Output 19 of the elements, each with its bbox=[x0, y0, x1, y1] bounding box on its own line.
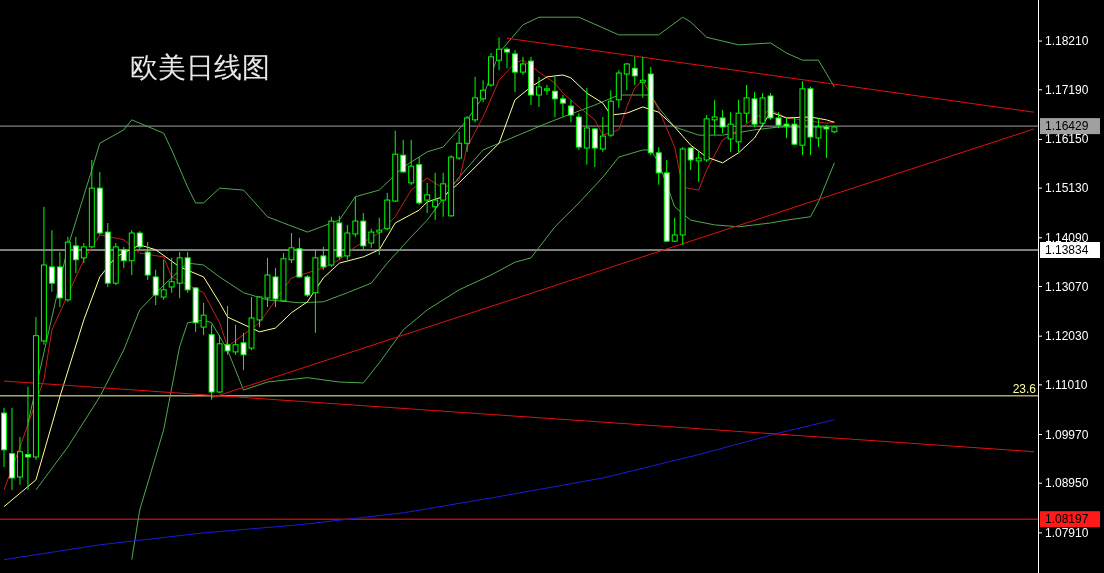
y-tick-label: 1.15130 bbox=[1045, 181, 1089, 196]
y-tick-label: 1.13070 bbox=[1045, 279, 1089, 294]
y-tick-label: 1.16150 bbox=[1045, 132, 1089, 147]
ref-label: 1.16429 bbox=[1040, 118, 1100, 135]
y-tick-label: 1.07910 bbox=[1045, 525, 1089, 540]
ref-label: 1.08197 bbox=[1040, 511, 1100, 528]
ref-line-label: 1.13834 bbox=[1045, 243, 1089, 258]
ref-line-label: 1.08197 bbox=[1045, 512, 1089, 527]
ref-label: 1.13834 bbox=[1040, 242, 1100, 258]
text: 欧美日线图 bbox=[130, 51, 270, 84]
ref-line-label: 1.16429 bbox=[1045, 119, 1089, 134]
y-tick-label: 1.17190 bbox=[1045, 82, 1089, 97]
y-tick-label: 1.08950 bbox=[1045, 476, 1089, 491]
y-tick-label: 1.18210 bbox=[1045, 34, 1089, 49]
y-tick-label: 1.09970 bbox=[1045, 427, 1089, 442]
y-tick-label: 1.11010 bbox=[1045, 377, 1088, 392]
y-tick-label: 1.12030 bbox=[1045, 329, 1089, 344]
y-tick-label: 1.14090 bbox=[1045, 230, 1089, 245]
annotation: 23.6 bbox=[1012, 381, 1037, 396]
